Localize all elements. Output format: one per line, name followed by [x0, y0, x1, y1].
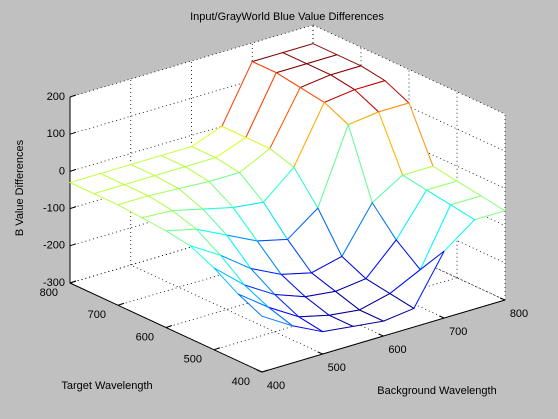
tick-mark — [439, 315, 445, 319]
tick-mark — [69, 168, 77, 172]
grid-line — [312, 173, 506, 264]
tick-mark — [117, 302, 125, 306]
mesh-cell — [237, 293, 293, 327]
tick-mark — [69, 94, 77, 98]
z-tick-label: -200 — [43, 240, 65, 252]
grid-line — [312, 24, 506, 115]
tick-mark — [378, 333, 384, 337]
tick-mark — [261, 369, 269, 373]
tick-mark — [69, 243, 77, 247]
grid-line — [312, 61, 506, 152]
z-tick-label: -300 — [43, 277, 65, 289]
tick-mark — [213, 347, 221, 351]
tick-mark — [256, 369, 263, 373]
tick-mark — [69, 131, 77, 135]
z-axis-label: B Value Differences — [14, 139, 26, 236]
z-tick-label: 0 — [59, 165, 65, 177]
tick-mark — [165, 325, 173, 328]
tick-mark — [317, 351, 323, 355]
y-tick-label: 700 — [88, 309, 106, 321]
x-tick-label: 600 — [388, 344, 406, 356]
chart-title: Input/GrayWorld Blue Value Differences — [190, 11, 384, 23]
y-tick-label: 800 — [40, 287, 58, 299]
x-tick-label: 400 — [267, 380, 285, 392]
grid-line — [312, 99, 506, 189]
x-tick-label: 800 — [510, 308, 528, 320]
y-tick-label: 500 — [184, 354, 202, 366]
y-axis-label: Target Wavelength — [61, 380, 152, 392]
y-tick-label: 400 — [232, 376, 250, 388]
y-tick-label: 600 — [136, 331, 154, 343]
x-axis-label: Background Wavelength — [377, 385, 496, 397]
tick-mark — [69, 280, 77, 284]
x-tick-label: 700 — [449, 326, 467, 338]
z-tick-label: -100 — [43, 203, 65, 215]
grid-line — [312, 210, 506, 301]
z-tick-label: 100 — [47, 128, 65, 140]
tick-mark — [69, 206, 77, 210]
tick-mark — [499, 297, 506, 301]
grid-line — [130, 264, 323, 355]
x-tick-label: 500 — [328, 362, 346, 374]
z-tick-label: 200 — [47, 91, 65, 103]
